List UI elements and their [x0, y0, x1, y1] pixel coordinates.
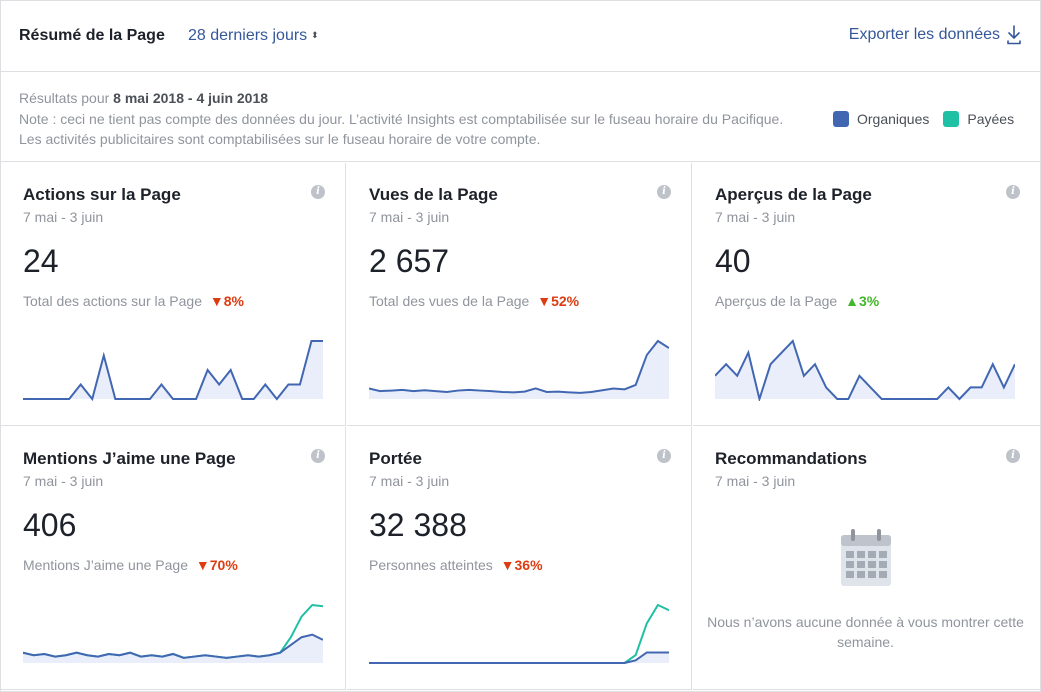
- card-title: Recommandations: [715, 449, 868, 468]
- card-sublabel: Mentions J’aime une Page ▼70%: [23, 557, 238, 573]
- info-icon[interactable]: i: [657, 185, 671, 199]
- sparkline-area: [23, 341, 323, 399]
- card-sublabel: Total des vues de la Page ▼52%: [369, 293, 579, 309]
- card-sublabel-text: Aperçus de la Page: [715, 293, 838, 309]
- info-icon[interactable]: i: [1006, 449, 1020, 463]
- info-icon[interactable]: i: [1006, 185, 1020, 199]
- sparkline-area: [715, 341, 1015, 399]
- sparkline: [369, 603, 669, 664]
- card-value: 24: [23, 243, 59, 279]
- empty-state-text: Nous n’avons aucune donnée à vous montre…: [707, 614, 1024, 650]
- card-date: 7 mai - 3 juin: [23, 473, 104, 489]
- results-period: Résultats pour 8 mai 2018 - 4 juin 2018: [19, 90, 268, 106]
- card-value: 2 657: [369, 243, 450, 279]
- paid-swatch: [943, 111, 960, 127]
- legend-paid[interactable]: Payées: [943, 111, 1014, 127]
- export-data-link[interactable]: Exporter les données: [849, 25, 1022, 45]
- card-page-likes[interactable]: Mentions J’aime une Page 7 mai - 3 juin …: [1, 427, 346, 690]
- timezone-note: Note : ceci ne tient pas compte des donn…: [19, 111, 784, 147]
- card-sublabel: Personnes atteintes ▼36%: [369, 557, 543, 573]
- delta-value: 3%: [858, 293, 880, 309]
- delta-down: ▼36%: [500, 557, 543, 573]
- card-value: 406: [23, 507, 77, 543]
- info-strip: Résultats pour 8 mai 2018 - 4 juin 2018 …: [1, 73, 1040, 162]
- sparkline: [23, 603, 323, 663]
- card-sublabel-text: Total des vues de la Page: [369, 293, 530, 309]
- delta-value: 8%: [223, 293, 244, 309]
- card-recommendations[interactable]: Recommandations 7 mai - 3 juin i Nous n’…: [693, 427, 1040, 690]
- delta-down: ▼70%: [195, 557, 238, 573]
- organic-swatch: [833, 111, 849, 127]
- download-icon: [1007, 25, 1021, 45]
- sparkline: [369, 339, 669, 399]
- info-icon[interactable]: i: [657, 449, 671, 463]
- card-sublabel-text: Personnes atteintes: [369, 557, 493, 573]
- info-icon[interactable]: i: [311, 449, 325, 463]
- delta-down: ▼8%: [209, 293, 244, 309]
- results-dates: 8 mai 2018 - 4 juin 2018: [113, 90, 269, 106]
- card-date: 7 mai - 3 juin: [715, 473, 796, 489]
- card-title: Vues de la Page: [369, 185, 498, 204]
- export-data-label: Exporter les données: [848, 26, 1000, 43]
- card-title: Aperçus de la Page: [715, 185, 872, 204]
- card-value: 32 388: [369, 507, 467, 543]
- legend-organic[interactable]: Organiques: [833, 111, 929, 127]
- paid-series-line: [23, 603, 323, 659]
- sparkline-area: [369, 652, 669, 663]
- legend-paid-label: Payées: [967, 111, 1015, 127]
- card-reach[interactable]: Portée 7 mai - 3 juin i 32 388 Personnes…: [347, 427, 692, 690]
- card-page-views[interactable]: Vues de la Page 7 mai - 3 juin i 2 657 T…: [347, 163, 692, 426]
- organic-series-line: [369, 339, 669, 394]
- card-sublabel-text: Mentions J’aime une Page: [23, 557, 188, 573]
- results-prefix: Résultats pour: [19, 90, 110, 106]
- legend: Organiques Payées: [833, 111, 1014, 127]
- delta-up: ▲3%: [845, 293, 880, 309]
- legend-organic-label: Organiques: [857, 111, 930, 127]
- card-title: Mentions J’aime une Page: [23, 449, 236, 468]
- card-sublabel: Total des actions sur la Page ▼8%: [23, 293, 244, 309]
- card-date: 7 mai - 3 juin: [369, 473, 450, 489]
- delta-value: 52%: [551, 293, 580, 309]
- paid-series-line: [369, 603, 669, 664]
- sparkline: [715, 339, 1015, 401]
- info-icon[interactable]: i: [311, 185, 325, 199]
- delta-value: 70%: [209, 557, 238, 573]
- card-page-previews[interactable]: Aperçus de la Page 7 mai - 3 juin i 40 A…: [693, 163, 1040, 426]
- card-date: 7 mai - 3 juin: [715, 209, 796, 225]
- date-range-value: 28 derniers jours: [188, 27, 308, 44]
- card-page-actions[interactable]: Actions sur la Page 7 mai - 3 juin i 24 …: [1, 163, 346, 426]
- delta-value: 36%: [514, 557, 543, 573]
- empty-state: Nous n’avons aucune donnée à vous montre…: [693, 527, 1038, 652]
- organic-series-line: [23, 340, 323, 401]
- sparkline-area: [369, 341, 669, 399]
- card-value: 40: [715, 243, 751, 279]
- organic-series-line: [23, 633, 323, 659]
- sparkline-area: [23, 634, 323, 663]
- organic-series-line: [369, 651, 669, 664]
- card-title: Actions sur la Page: [23, 185, 181, 204]
- delta-down: ▼52%: [537, 293, 580, 309]
- sparkline: [23, 340, 323, 401]
- card-date: 7 mai - 3 juin: [369, 209, 450, 225]
- date-range-select[interactable]: 28 derniers jours ⬍: [188, 27, 319, 45]
- panel-header: Résumé de la Page 28 derniers jours ⬍ Exp…: [1, 1, 1040, 72]
- organic-series-line: [715, 339, 1015, 401]
- card-title: Portée: [369, 449, 422, 468]
- card-sublabel: Aperçus de la Page ▲3%: [715, 293, 879, 309]
- calendar-icon: [840, 529, 891, 586]
- panel-title: Résumé de la Page: [19, 27, 165, 44]
- card-date: 7 mai - 3 juin: [23, 209, 104, 225]
- sort-caret-icon: ⬍: [311, 30, 319, 40]
- card-sublabel-text: Total des actions sur la Page: [23, 293, 202, 309]
